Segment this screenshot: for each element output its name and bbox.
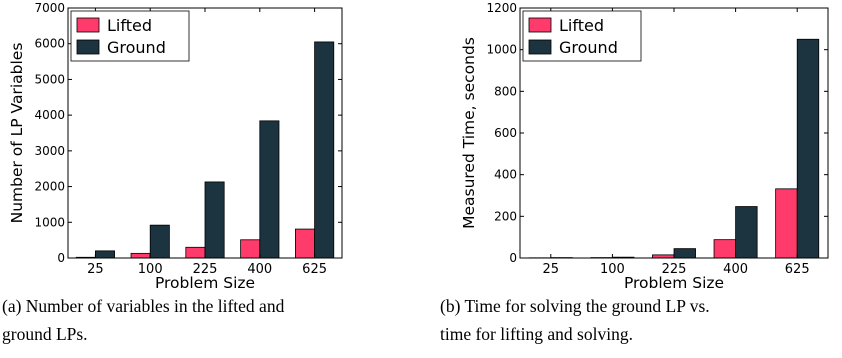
bar-ground-400 bbox=[260, 121, 279, 258]
bar-ground-625 bbox=[797, 39, 819, 258]
bar-lifted-400 bbox=[241, 240, 260, 258]
caption: (b) Time for solving the ground LP vs. ti… bbox=[440, 296, 710, 344]
x-tick-label: 625 bbox=[302, 262, 327, 277]
bar-ground-225 bbox=[674, 249, 696, 258]
bar-ground-25 bbox=[95, 251, 114, 258]
legend-swatch-lifted bbox=[77, 18, 99, 32]
y-tick-label: 5000 bbox=[34, 72, 65, 86]
y-tick-label: 1000 bbox=[34, 215, 65, 229]
x-axis-label: Problem Size bbox=[624, 274, 724, 292]
x-tick-label: 400 bbox=[723, 262, 748, 277]
legend-label-ground: Ground bbox=[107, 38, 166, 57]
y-tick-label: 600 bbox=[494, 126, 517, 140]
legend: Lifted Ground bbox=[523, 11, 641, 61]
x-tick-label: 25 bbox=[543, 262, 560, 277]
bar-ground-400 bbox=[736, 207, 758, 258]
y-tick-label: 0 bbox=[509, 251, 517, 265]
y-tick-label: 1200 bbox=[486, 1, 517, 15]
caption: (a) Number of variables in the lifted an… bbox=[2, 296, 285, 344]
legend-label-lifted: Lifted bbox=[559, 16, 604, 35]
bar-ground-100 bbox=[150, 225, 169, 258]
bar-ground-625 bbox=[315, 42, 334, 258]
y-tick-label: 4000 bbox=[34, 108, 65, 122]
y-tick-label: 7000 bbox=[34, 1, 65, 15]
bar-lifted-100 bbox=[131, 253, 150, 258]
y-tick-label: 0 bbox=[57, 251, 65, 265]
caption-line: ground LPs. bbox=[2, 324, 88, 344]
x-tick-label: 625 bbox=[785, 262, 810, 277]
y-tick-label: 6000 bbox=[34, 37, 65, 51]
bar-ground-225 bbox=[205, 182, 224, 258]
x-tick-label: 100 bbox=[600, 262, 625, 277]
y-tick-label: 1000 bbox=[486, 43, 517, 57]
legend-swatch-ground bbox=[529, 40, 551, 54]
caption-line: (b) Time for solving the ground LP vs. bbox=[440, 296, 710, 316]
legend-label-lifted: Lifted bbox=[107, 16, 152, 35]
x-axis-label: Problem Size bbox=[155, 274, 255, 292]
legend: Lifted Ground bbox=[71, 11, 189, 61]
caption-line: time for lifting and solving. bbox=[440, 324, 633, 344]
caption-line: (a) Number of variables in the lifted an… bbox=[2, 296, 285, 316]
x-tick-label: 25 bbox=[87, 262, 104, 277]
y-tick-label: 3000 bbox=[34, 144, 65, 158]
bar-lifted-400 bbox=[714, 240, 736, 258]
bar-lifted-625 bbox=[295, 229, 314, 258]
y-tick-label: 2000 bbox=[34, 180, 65, 194]
legend-label-ground: Ground bbox=[559, 38, 618, 57]
bar-lifted-225 bbox=[186, 247, 205, 258]
legend-swatch-lifted bbox=[529, 18, 551, 32]
y-axis-label: Number of LP Variables bbox=[8, 43, 26, 224]
y-tick-label: 800 bbox=[494, 84, 517, 98]
y-axis-label: Measured Time, seconds bbox=[460, 37, 478, 229]
legend-swatch-ground bbox=[77, 40, 99, 54]
bars bbox=[76, 42, 334, 258]
bar-lifted-625 bbox=[776, 189, 798, 258]
bars bbox=[529, 39, 819, 258]
y-tick-label: 200 bbox=[494, 209, 517, 223]
y-tick-label: 400 bbox=[494, 168, 517, 182]
